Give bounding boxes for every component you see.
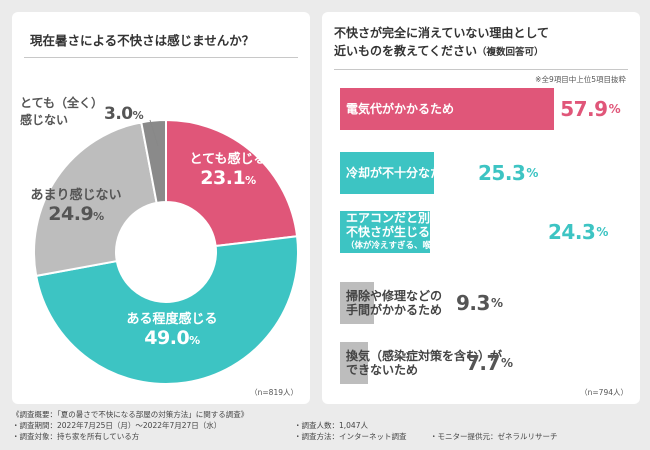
pie-label-notmuch-value: 24.9%: [48, 203, 104, 225]
footer-period: ・調査期間：2022年7月25日（月）～2022年7月27日（水）: [12, 421, 222, 430]
bar-chart-title-line1: 不快さが完全に消えていない理由として: [334, 26, 550, 40]
bar-category-label: 電気代がかかるため: [346, 102, 455, 116]
pie-slice-none: [140, 118, 167, 205]
bar-chart-title: 不快さが完全に消えていない理由として 近いものを教えてください（複数回答可）: [334, 20, 628, 70]
pie-slice-somewhat: [35, 235, 299, 385]
pie-label-very-text: とても感じる: [189, 152, 267, 167]
pie-label-very: とても感じる 23.1%: [182, 148, 274, 189]
pie-label-none-text-2: 感じない: [20, 113, 69, 127]
pie-label-none: とても（全く） 感じない: [20, 94, 104, 128]
pie-chart: [33, 118, 299, 385]
pie-label-somewhat: ある程度感じる 49.0%: [112, 308, 232, 349]
bar-mark: [340, 88, 555, 130]
survey-footer: 《調査概要：「夏の暑さで不快になる部屋の対策方法」に関する調査》 ・調査期間：2…: [12, 409, 642, 442]
bar-chart-panel: 不快さが完全に消えていない理由として 近いものを教えてください（複数回答可） ※…: [322, 12, 640, 404]
pie-label-notmuch-text: あまり感じない: [30, 188, 122, 203]
pie-leader-line: [149, 119, 159, 147]
pie-label-very-value: 23.1%: [200, 167, 256, 189]
pie-slice-very: [165, 118, 299, 248]
bar-value-label: 57.9%: [560, 97, 621, 121]
bar-chart-note: ※全9項目中上位5項目抜粋: [535, 75, 626, 84]
bar-value-label: 9.3%: [456, 291, 503, 315]
pie-slice-notmuch: [33, 121, 158, 278]
bar-mark: [340, 342, 369, 384]
bar-mark: [340, 211, 430, 253]
bar-chart-title-suffix: （複数回答可）: [477, 47, 544, 58]
footer-method: ・調査方法：インターネット調査: [294, 432, 407, 441]
pie-label-somewhat-text: ある程度感じる: [126, 312, 218, 327]
pie-label-somewhat-value: 49.0%: [144, 327, 200, 349]
footer-subjects: ・調査対象：持ち家を所有している方: [12, 432, 140, 441]
pie-chart-panel: 現在暑さによる不快さは感じませんか？ とても感じる 23.1% ある程度感じる …: [12, 12, 310, 404]
pie-chart-title: 現在暑さによる不快さは感じませんか？: [24, 26, 298, 58]
bar-category-label: 冷却が不十分なため: [346, 166, 455, 180]
footer-count: ・調査人数：1,047人: [294, 421, 368, 430]
pie-n-note: （n=819人）: [250, 388, 298, 397]
bar-value-label: 7.7%: [466, 351, 513, 375]
bar-chart-title-line2: 近いものを教えてください: [334, 44, 478, 58]
bar-mark: [340, 282, 375, 324]
bar-category-label: 換気（感染症対策を含む）が できないため: [346, 349, 503, 377]
footer-provider: ・モニター提供元：ゼネラルリサーチ: [430, 432, 558, 441]
bar-value-label: 25.3%: [478, 161, 538, 185]
pie-label-none-value: 3.0%: [104, 104, 144, 124]
bar-mark: [340, 152, 434, 194]
footer-overview: 《調査概要：「夏の暑さで不快になる部屋の対策方法」に関する調査》: [12, 410, 249, 419]
bar-category-label: エアコンだと別の 不快さが生じるため （体が冷えすぎる、喉が痛くなるなど）: [346, 211, 500, 251]
bar-category-label: 掃除や修理などの 手間がかかるため: [346, 289, 443, 317]
pie-label-none-text-1: とても（全く）: [20, 96, 104, 110]
bar-value-label: 24.3%: [548, 220, 608, 244]
bar-n-note: （n=794人）: [580, 388, 628, 397]
pie-label-notmuch: あまり感じない 24.9%: [22, 184, 130, 225]
